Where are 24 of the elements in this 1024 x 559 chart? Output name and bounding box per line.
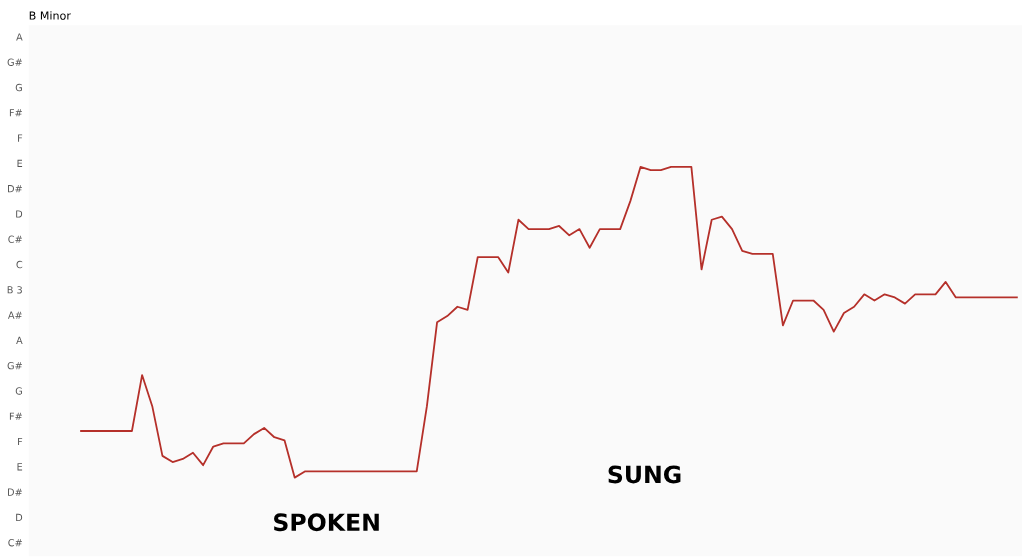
text: G [15,83,22,92]
text: D [16,513,23,521]
text: D# [8,185,22,193]
annotation: SUNG [608,465,681,484]
text: C [16,260,23,269]
text: G# [7,58,22,66]
text: E [17,159,23,167]
text: C# [8,539,22,547]
text: A [16,336,23,344]
text: A [16,33,23,41]
text: G [15,387,22,395]
text: F [18,134,23,142]
text: B 3 [7,286,22,294]
text: C# [8,235,22,243]
text: D [16,210,23,218]
text: F# [9,109,22,117]
text: F [18,438,23,446]
text: F# [9,412,22,420]
text: A# [7,311,22,319]
text: G# [7,362,22,370]
text: E [17,463,23,471]
text: D# [8,488,22,496]
text: SPOKEN [274,513,379,532]
chart-title: B Minor [29,11,71,20]
